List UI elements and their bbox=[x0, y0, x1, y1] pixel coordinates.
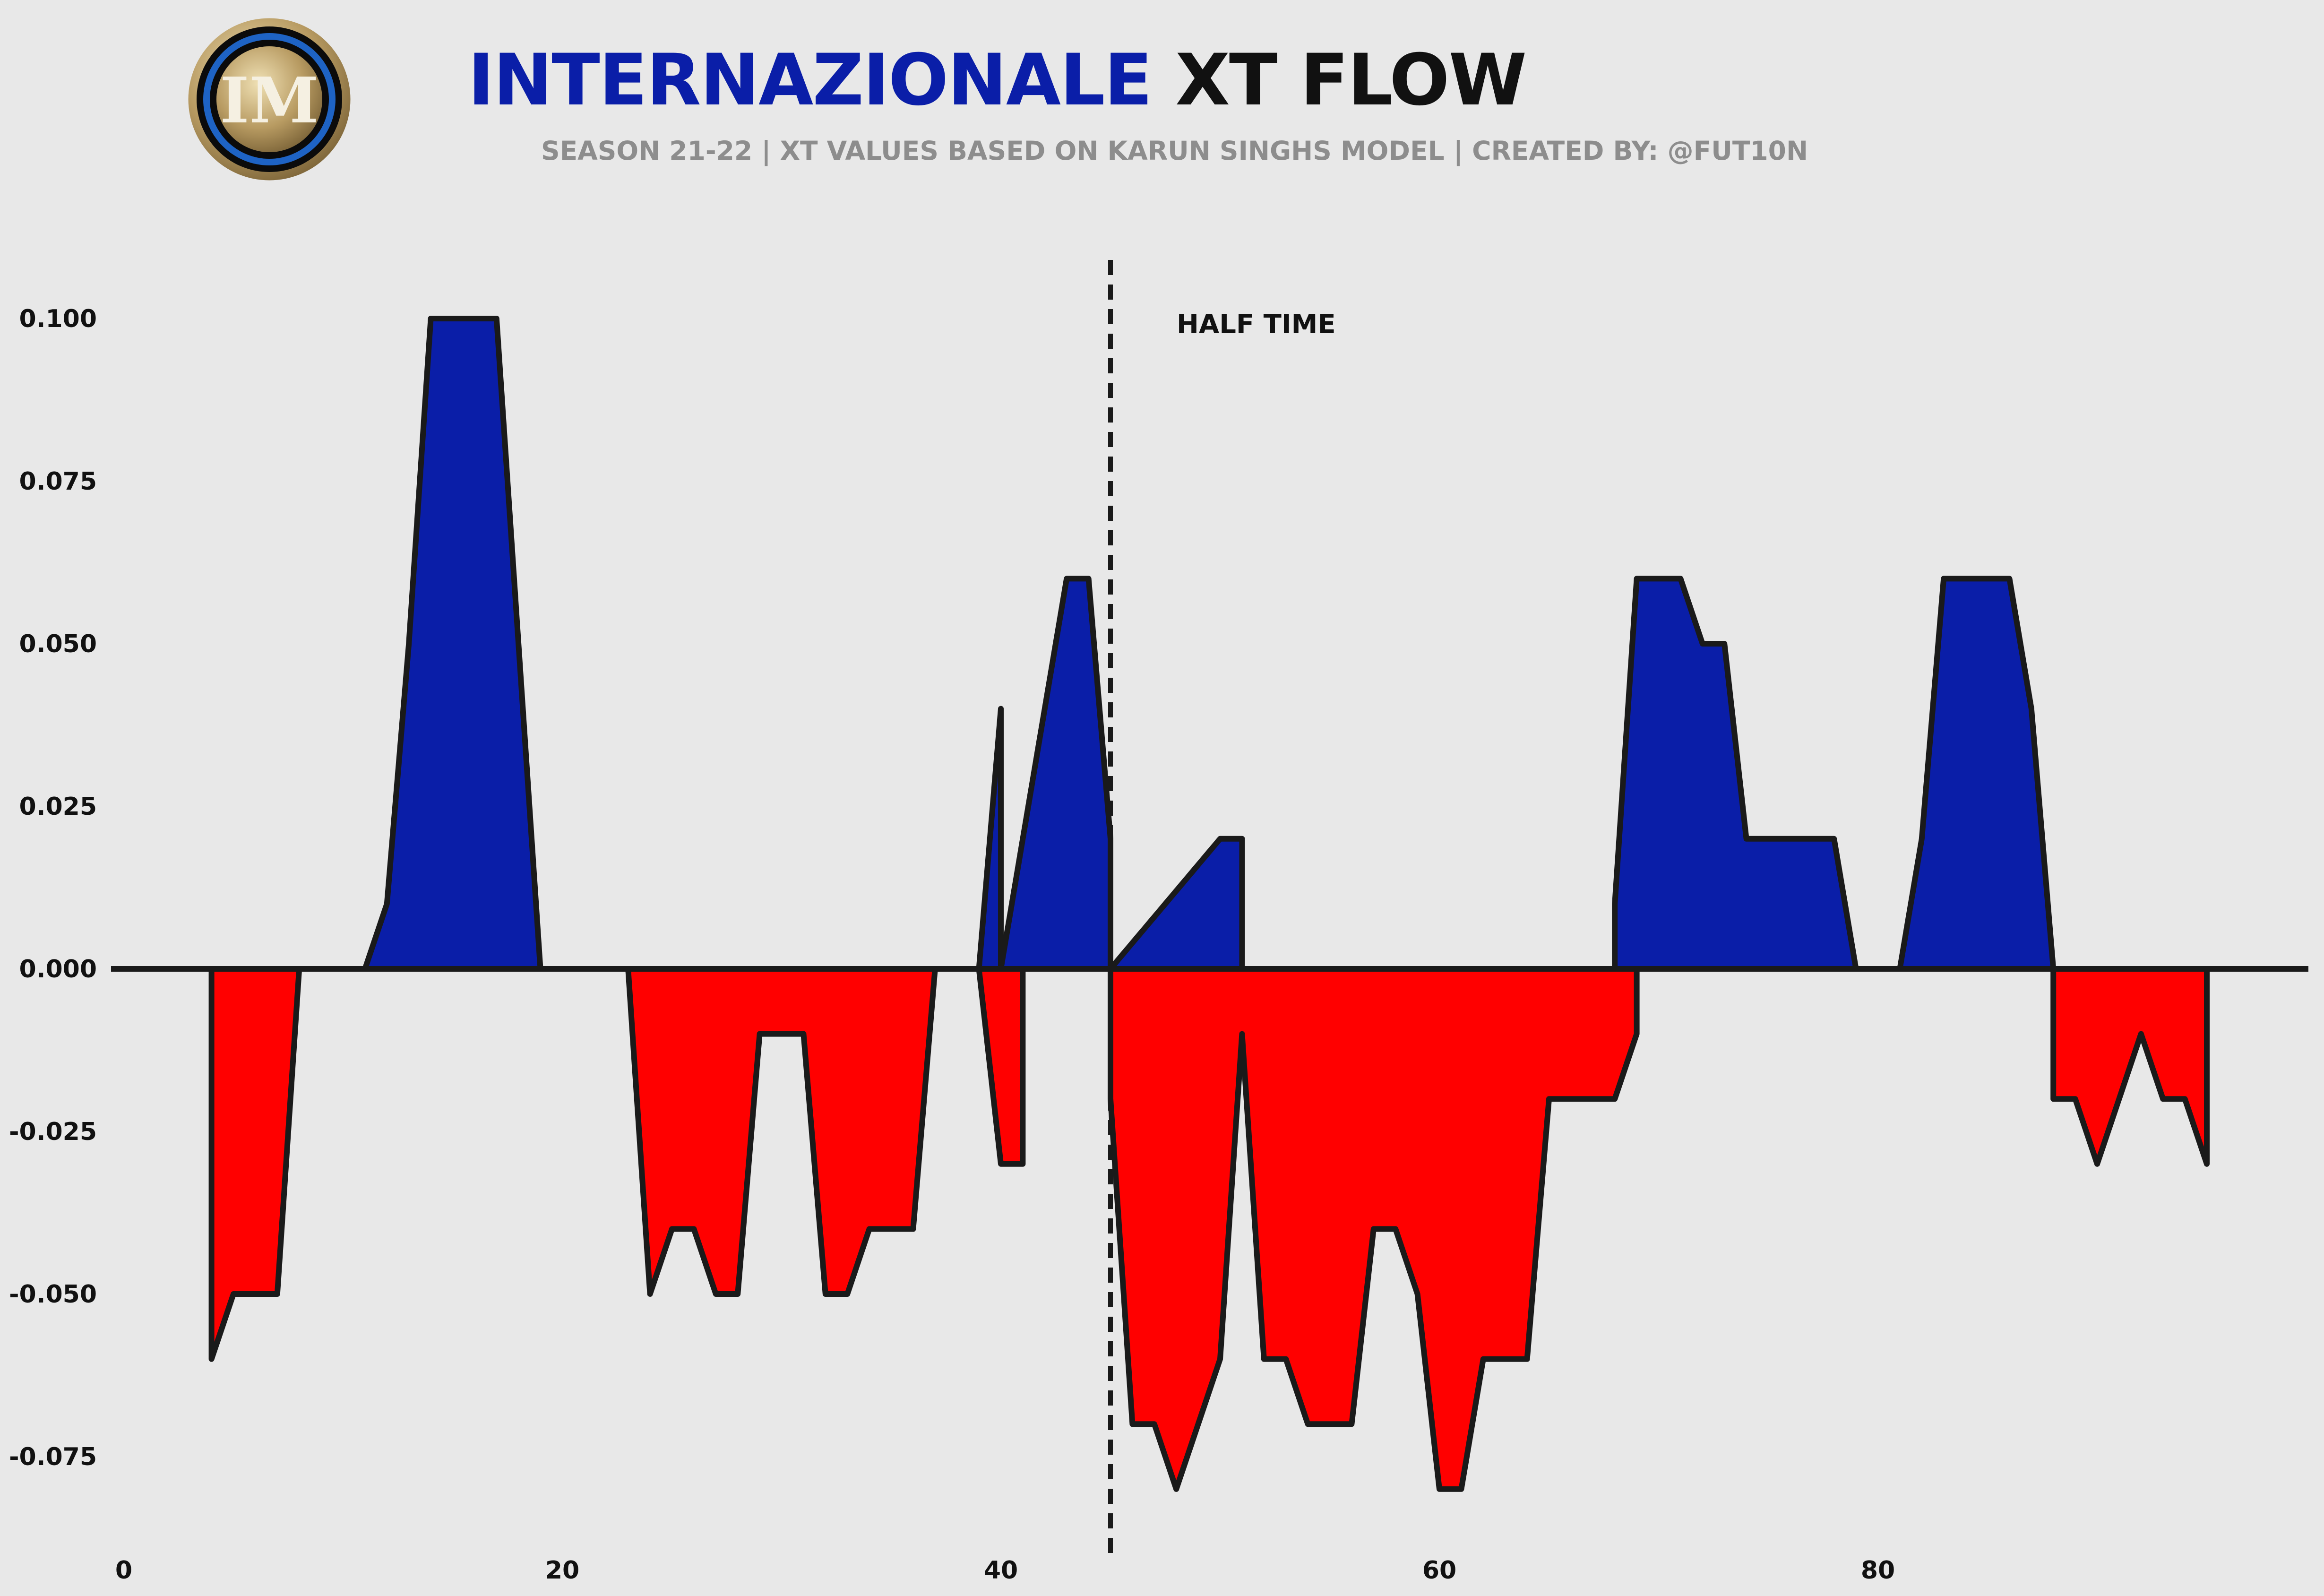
y-tick-label: 0.000 bbox=[19, 955, 97, 983]
chart-title: INTERNAZIONALE XT FLOW bbox=[468, 45, 1527, 116]
svg-text:IM: IM bbox=[220, 64, 318, 138]
y-tick-label: 0.100 bbox=[19, 305, 97, 333]
chart-subtitle: SEASON 21-22 | XT VALUES BASED ON KARUN … bbox=[541, 136, 1808, 166]
y-tick-label: 0.050 bbox=[19, 630, 97, 658]
y-tick-label: -0.025 bbox=[9, 1118, 97, 1146]
y-axis: -0.075 -0.050 -0.025 0.000 0.025 0.050 0.075 0.… bbox=[9, 305, 97, 1471]
y-tick-label: 0.075 bbox=[19, 467, 97, 496]
x-tick-label: 20 bbox=[545, 1556, 579, 1585]
x-tick-label: 0 bbox=[115, 1556, 132, 1585]
inter-milan-crest-icon: IM bbox=[188, 18, 351, 181]
title-rest: XT FLOW bbox=[1175, 39, 1527, 121]
y-tick-label: 0.025 bbox=[19, 793, 97, 821]
title-team: INTERNAZIONALE bbox=[468, 39, 1153, 121]
x-tick-label: 60 bbox=[1422, 1556, 1456, 1585]
x-tick-label: 40 bbox=[984, 1556, 1018, 1585]
halftime-label: HALF TIME bbox=[1177, 309, 1336, 340]
team-xt-area bbox=[362, 316, 2057, 972]
area-layer bbox=[208, 316, 2210, 1492]
x-tick-label: 80 bbox=[1861, 1556, 1895, 1585]
x-axis: 0 20 40 60 80 bbox=[115, 1556, 1895, 1585]
y-tick-label: -0.075 bbox=[9, 1443, 97, 1471]
y-tick-label: -0.050 bbox=[9, 1280, 97, 1309]
opponent-xt-area bbox=[208, 966, 2210, 1492]
